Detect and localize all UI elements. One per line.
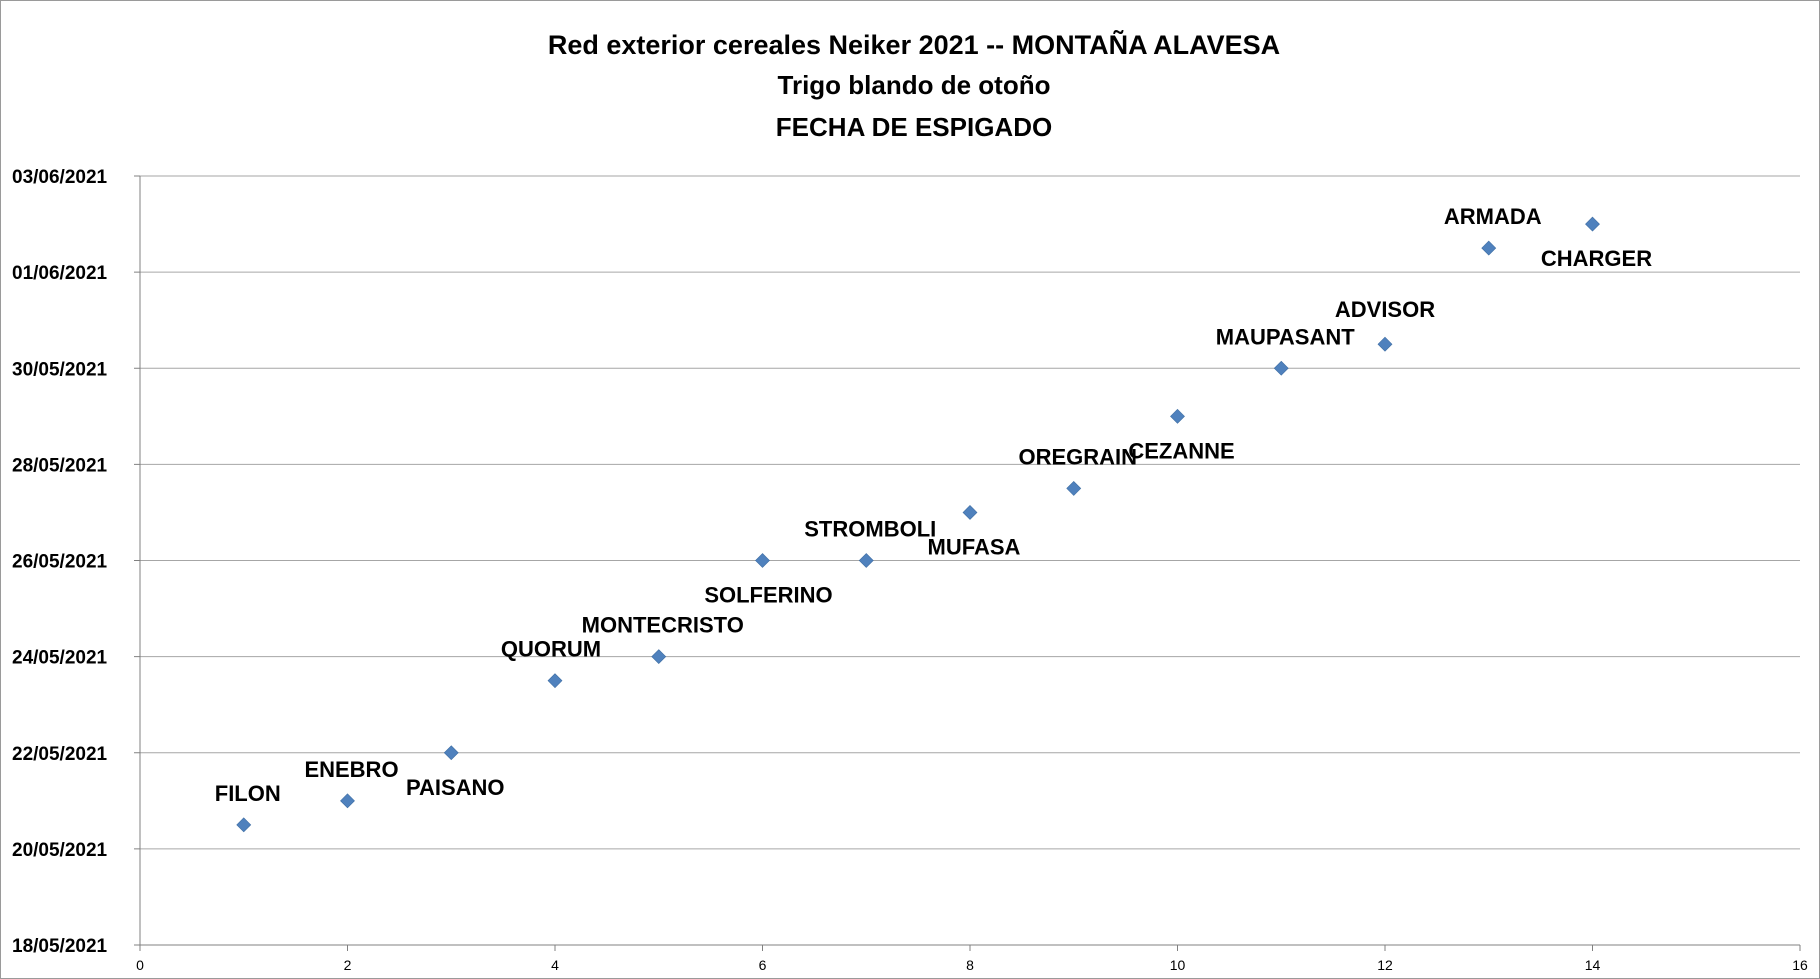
y-tick-label: 22/05/2021 (12, 744, 108, 765)
x-tick-label: 2 (344, 957, 352, 973)
data-label: QUORUM (501, 637, 601, 662)
data-label: MONTECRISTO (582, 613, 744, 638)
y-tick-label: 01/06/2021 (12, 263, 108, 284)
y-tick-label: 24/05/2021 (12, 648, 108, 669)
plot-area: 18/05/2021 20/05/2021 22/05/2021 24/05/2021… (12, 167, 1808, 973)
data-point (340, 793, 355, 809)
data-point (1585, 216, 1600, 232)
data-point (547, 673, 563, 689)
x-tick-label: 4 (551, 957, 559, 973)
y-tick-label: 20/05/2021 (12, 840, 108, 861)
chart-subtitle: Trigo blando de otoño (778, 70, 1051, 100)
y-tick-label: 30/05/2021 (12, 359, 108, 380)
data-point (1481, 240, 1497, 256)
chart-subtitle-2: FECHA DE ESPIGADO (776, 112, 1052, 142)
data-point (236, 817, 252, 833)
y-tick-label: 26/05/2021 (12, 552, 108, 573)
data-label: SOLFERINO (704, 583, 832, 608)
data-point (651, 649, 667, 665)
data-label: MAUPASANT (1216, 324, 1355, 349)
x-tick-label: 6 (759, 957, 767, 973)
x-tick-label: 14 (1585, 957, 1601, 973)
x-tick-label: 8 (966, 957, 974, 973)
data-label: ENEBRO (304, 757, 398, 782)
y-tick-label: 03/06/2021 (12, 167, 108, 188)
chart-title: Red exterior cereales Neiker 2021 -- MON… (548, 29, 1280, 60)
x-tick-label: 16 (1792, 957, 1808, 973)
data-label: CHARGER (1541, 246, 1652, 271)
data-point (755, 553, 770, 568)
data-point (858, 553, 874, 568)
data-label: ARMADA (1444, 204, 1542, 229)
x-tick-label: 0 (136, 957, 144, 973)
data-label: ADVISOR (1335, 297, 1435, 322)
x-tick-label: 12 (1377, 957, 1393, 973)
data-point (443, 745, 459, 761)
data-label: STROMBOLI (804, 517, 936, 542)
data-label: MUFASA (928, 534, 1021, 559)
data-point (1170, 408, 1185, 424)
x-tick-label: 10 (1170, 957, 1186, 973)
data-point (1273, 360, 1289, 376)
y-tick-label: 18/05/2021 (12, 936, 108, 957)
data-point (1377, 336, 1393, 352)
data-label: CEZANNE (1128, 438, 1234, 463)
data-label: OREGRAIN (1018, 444, 1137, 469)
data-label: FILON (215, 781, 281, 806)
y-tick-label: 28/05/2021 (12, 455, 108, 476)
data-label: PAISANO (406, 775, 505, 800)
data-point (1066, 480, 1082, 496)
data-point (962, 505, 978, 520)
